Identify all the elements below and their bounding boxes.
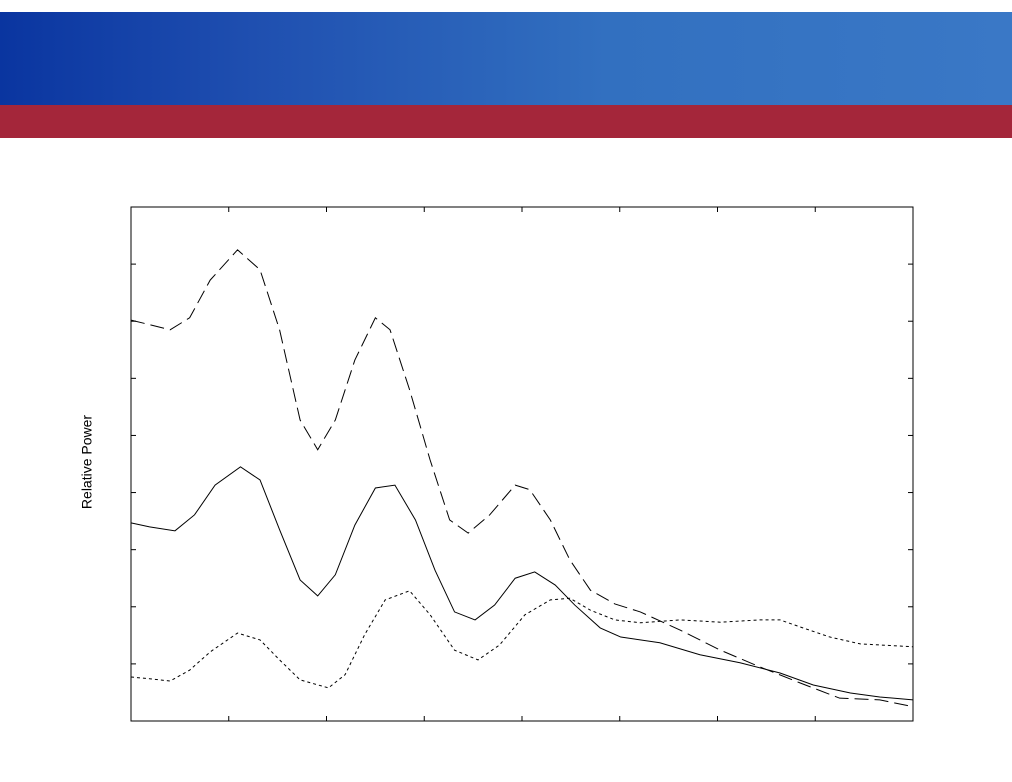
plot-frame [130,206,914,722]
line-series [130,249,914,708]
header-stripe [0,105,1012,138]
line-series [130,590,914,689]
line-series [130,466,914,701]
header-band [0,12,1012,105]
y-axis-label: Relative Power [79,415,95,509]
